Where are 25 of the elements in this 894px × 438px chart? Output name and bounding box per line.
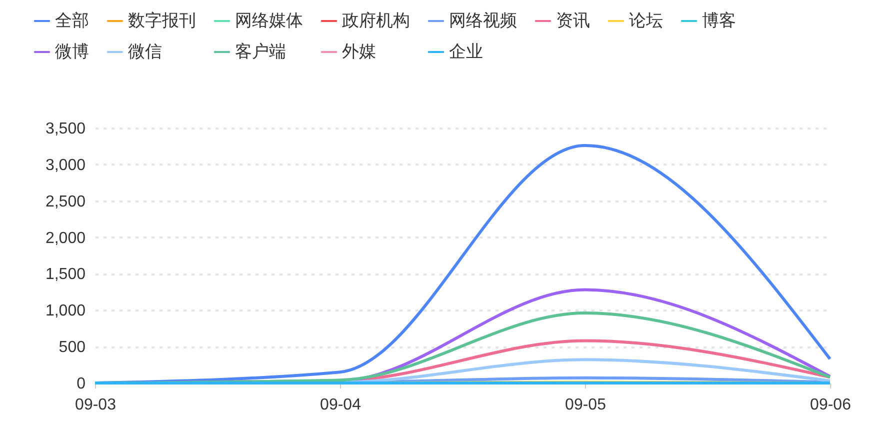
legend-label: 微博 [55, 42, 89, 61]
y-tick-label: 1,500 [45, 266, 86, 284]
y-tick-label: 3,500 [45, 120, 86, 138]
legend-label: 客户端 [235, 42, 286, 61]
legend-label: 外媒 [342, 42, 376, 61]
legend-label: 政府机构 [342, 11, 410, 30]
legend-label: 数字报刊 [128, 11, 196, 30]
x-tick-label: 09-04 [320, 396, 362, 414]
legend-label: 全部 [55, 11, 89, 30]
y-tick-label: 1,000 [45, 302, 86, 320]
x-tick-label: 09-06 [810, 396, 852, 414]
y-tick-label: 2,500 [45, 193, 86, 210]
legend-label: 企业 [449, 42, 483, 61]
x-tick-label: 09-05 [565, 396, 606, 414]
y-tick-label: 3,000 [45, 156, 86, 174]
legend-label: 网络媒体 [235, 11, 303, 30]
legend-label: 论坛 [629, 11, 663, 30]
legend-label: 资讯 [556, 11, 590, 30]
legend-label: 博客 [702, 11, 736, 30]
y-tick-label: 500 [58, 339, 86, 356]
x-tick-label: 09-03 [75, 396, 116, 414]
y-tick-label: 0 [76, 376, 86, 392]
legend-label: 微信 [128, 42, 162, 61]
y-tick-label: 2,000 [45, 230, 86, 247]
legend-label: 网络视频 [449, 11, 517, 30]
